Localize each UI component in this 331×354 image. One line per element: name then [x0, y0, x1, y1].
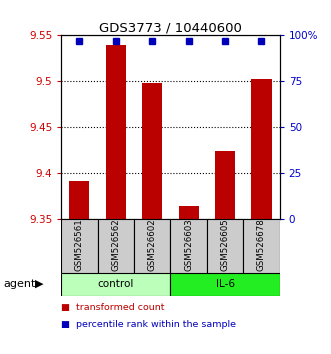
Bar	[61, 273, 170, 296]
Text: ■  transformed count: ■ transformed count	[61, 303, 165, 312]
Title: GDS3773 / 10440600: GDS3773 / 10440600	[99, 21, 242, 34]
Bar	[179, 206, 199, 219]
Bar	[134, 219, 170, 273]
Bar	[243, 219, 280, 273]
Text: GSM526603: GSM526603	[184, 218, 193, 272]
Bar	[106, 45, 126, 219]
Bar	[70, 181, 89, 219]
Text: GSM526562: GSM526562	[111, 218, 120, 272]
Text: ■  percentile rank within the sample: ■ percentile rank within the sample	[61, 320, 236, 329]
Bar	[207, 219, 243, 273]
Text: control: control	[98, 279, 134, 289]
Bar	[252, 79, 271, 219]
Text: ▶: ▶	[35, 279, 43, 289]
Text: GSM526605: GSM526605	[220, 218, 230, 272]
Text: GSM526602: GSM526602	[148, 218, 157, 272]
Bar	[170, 219, 207, 273]
Text: GSM526561: GSM526561	[75, 218, 84, 272]
Bar	[61, 219, 98, 273]
Bar	[98, 219, 134, 273]
Bar	[170, 273, 280, 296]
Text: GSM526678: GSM526678	[257, 218, 266, 272]
Text: IL-6: IL-6	[215, 279, 235, 289]
Bar	[142, 83, 162, 219]
Bar	[215, 152, 235, 219]
Text: agent: agent	[3, 279, 36, 289]
